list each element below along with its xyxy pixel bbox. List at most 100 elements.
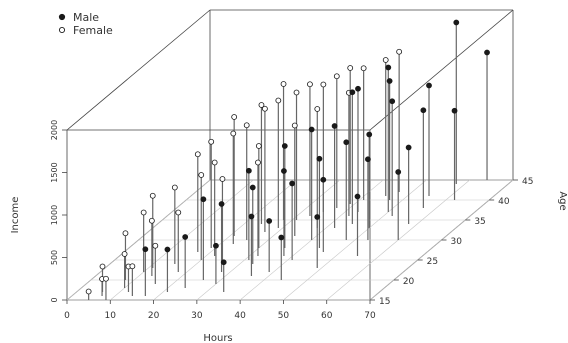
z-tick-label: 0 [50, 297, 59, 302]
point-female [255, 143, 262, 149]
point-male [281, 168, 287, 174]
point-male [420, 107, 427, 114]
point-female [243, 122, 250, 129]
drop-lines [88, 22, 488, 300]
z-tick-label: 1000 [50, 205, 59, 225]
point-male [386, 78, 393, 84]
point-female [121, 251, 128, 257]
point-male [426, 82, 432, 89]
point-male [213, 242, 219, 249]
y-tick-label: 45 [522, 177, 533, 187]
point-male [451, 107, 458, 114]
z-tick-label: 1500 [50, 162, 59, 182]
z-axis-ticks: 0 500 1000 1500 2000 [50, 120, 67, 303]
y-tick-label: 30 [451, 237, 463, 247]
point-male [249, 184, 256, 191]
box-edge [369, 9, 514, 131]
point-male [248, 213, 255, 220]
x-tick-label: 20 [148, 311, 160, 321]
point-male [343, 139, 350, 146]
point-male [355, 85, 361, 92]
x-axis-ticks: 0 10 20 30 40 50 60 70 [64, 300, 376, 321]
x-tick-label: 30 [191, 311, 203, 321]
point-female [85, 288, 92, 295]
point-male [220, 259, 227, 266]
point-female [152, 242, 159, 249]
point-female [275, 97, 282, 104]
z-tick-label: 2000 [50, 120, 59, 140]
point-female [103, 275, 109, 282]
point-female [175, 209, 182, 216]
point-female [320, 81, 327, 88]
x-tick-label: 10 [105, 311, 117, 321]
point-male [395, 169, 402, 175]
point-male [365, 156, 371, 163]
point-female [219, 176, 226, 182]
legend-female-label: Female [73, 24, 113, 37]
box-edge [66, 9, 211, 131]
point-male [314, 214, 321, 220]
point-male [245, 167, 252, 174]
point-female [396, 48, 403, 55]
point-male [484, 49, 490, 56]
x-tick-label: 0 [64, 311, 70, 321]
z-tick-label: 500 [50, 250, 59, 265]
legend-male-marker [58, 13, 66, 21]
point-female [255, 159, 261, 166]
plot-box [66, 9, 514, 301]
point-female [293, 89, 300, 96]
point-female [347, 65, 354, 71]
point-female [148, 217, 155, 224]
y-tick-label: 20 [403, 277, 415, 287]
point-male [453, 19, 460, 26]
point-female [208, 138, 215, 145]
point-male [289, 180, 296, 187]
point-female [122, 230, 129, 237]
point-male [389, 98, 396, 105]
y-tick-label: 35 [474, 217, 485, 227]
point-female [382, 57, 389, 63]
point-female [307, 81, 313, 88]
point-male [164, 246, 171, 253]
x-axis-label: Hours [203, 333, 232, 343]
point-male [354, 193, 361, 200]
point-male [266, 218, 273, 224]
point-female [99, 263, 106, 270]
point-female [149, 192, 156, 199]
point-female [280, 81, 287, 87]
legend-male-label: Male [73, 11, 99, 24]
point-female [140, 209, 147, 216]
point-female [314, 106, 321, 112]
point-female [333, 73, 340, 80]
point-male [218, 201, 225, 207]
legend-female-marker [58, 26, 66, 34]
y-axis-label: Age [557, 191, 568, 210]
point-female [211, 159, 218, 166]
point-male [200, 196, 207, 203]
point-male [278, 234, 285, 241]
x-tick-label: 70 [364, 311, 376, 321]
point-female [258, 102, 265, 108]
point-female [231, 114, 238, 120]
point-male [182, 234, 189, 240]
point-male [320, 176, 327, 183]
point-male [142, 246, 149, 253]
point-female [291, 122, 298, 129]
point-male [349, 89, 356, 96]
point-female [194, 151, 201, 158]
point-male [308, 126, 315, 133]
y-tick-label: 25 [427, 257, 438, 267]
point-female [262, 105, 268, 112]
point-male [385, 64, 392, 71]
x-tick-label: 60 [321, 311, 333, 321]
z-axis-label: Income [10, 197, 21, 234]
legend: Male Female [58, 11, 113, 37]
y-axis-ticks: 15 20 25 30 35 40 45 [370, 177, 533, 307]
y-tick-label: 15 [379, 297, 390, 307]
x-tick-label: 50 [278, 311, 290, 321]
point-male [316, 155, 323, 162]
point-male [366, 131, 373, 138]
point-female [360, 65, 367, 72]
y-tick-label: 40 [498, 197, 510, 207]
